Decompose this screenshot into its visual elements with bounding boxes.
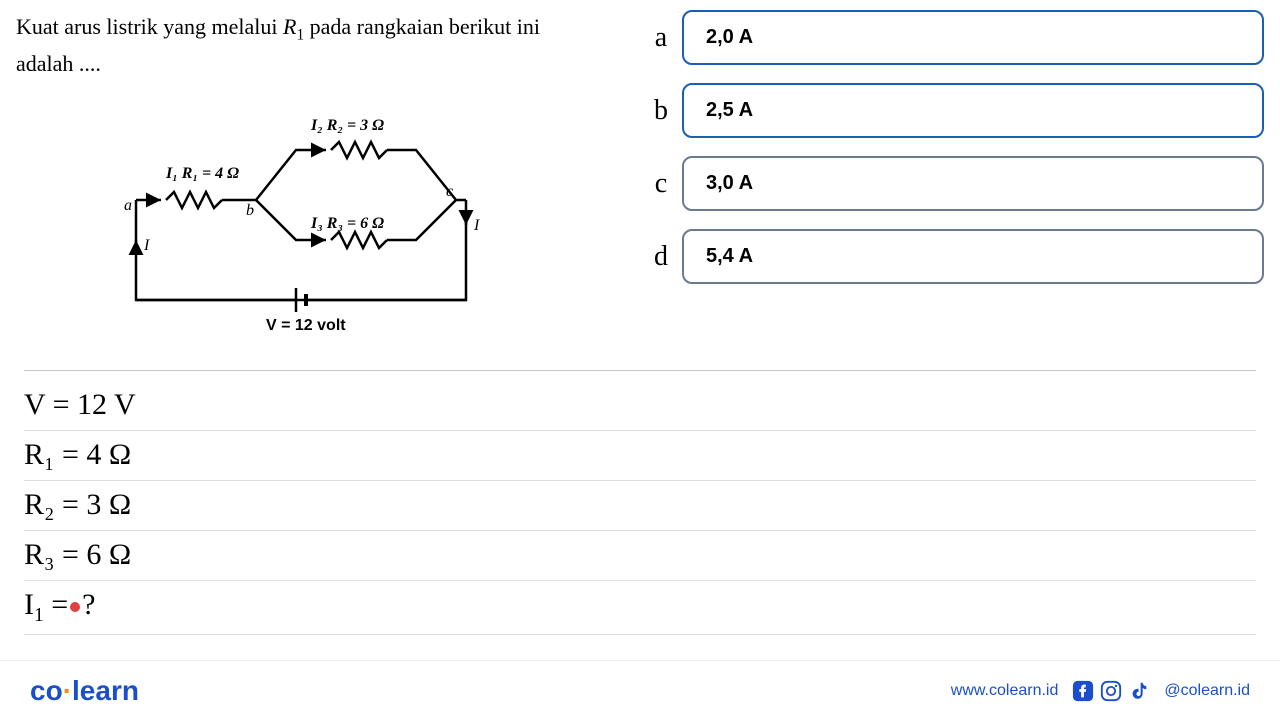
option-box-b[interactable]: 2,5 A [682, 83, 1264, 138]
option-letter-a: a [646, 22, 676, 54]
option-box-a[interactable]: 2,0 A [682, 10, 1264, 65]
social-icons [1072, 680, 1150, 702]
svg-text:I: I [473, 217, 480, 234]
social-handle[interactable]: @colearn.id [1164, 682, 1250, 700]
svg-text:a: a [124, 197, 132, 214]
red-pointer-icon [70, 602, 80, 612]
handwriting-area: V = 12 V R₁ = 4 Ω R₂ = 3 Ω R₃ = 6 Ω I1 =… [0, 381, 1280, 635]
logo-co: co [30, 675, 63, 706]
svg-text:b: b [246, 202, 254, 219]
question-line1-post: pada rangkaian berikut ini [304, 14, 540, 39]
option-letter-c: c [646, 168, 676, 200]
footer: co·learn www.colearn.id @colearn.id [0, 660, 1280, 720]
divider [24, 370, 1256, 371]
svg-text:I₂ R₂ = 3 Ω: I₂ R₂ = 3 Ω [310, 117, 384, 134]
logo: co·learn [30, 675, 139, 707]
option-letter-b: b [646, 95, 676, 127]
hw-line-3: R₂ = 3 Ω [24, 481, 1256, 531]
option-c[interactable]: c 3,0 A [646, 156, 1264, 211]
hw-line-4: R₃ = 6 Ω [24, 531, 1256, 581]
question-line2: adalah .... [16, 51, 101, 76]
options-area: a 2,0 A b 2,5 A c 3,0 A d 5,4 A [636, 10, 1264, 355]
svg-text:V = 12 volt: V = 12 volt [266, 317, 346, 334]
option-b[interactable]: b 2,5 A [646, 83, 1264, 138]
option-d[interactable]: d 5,4 A [646, 229, 1264, 284]
svg-text:I₃ R₃ = 6 Ω: I₃ R₃ = 6 Ω [310, 215, 384, 232]
question-sub: 1 [296, 26, 304, 43]
option-a[interactable]: a 2,0 A [646, 10, 1264, 65]
svg-text:I₁ R₁ = 4 Ω: I₁ R₁ = 4 Ω [165, 165, 239, 182]
question-text: Kuat arus listrik yang melalui R1 pada r… [16, 10, 616, 80]
hw-line-5: I1 =? [24, 581, 1256, 635]
question-area: Kuat arus listrik yang melalui R1 pada r… [16, 10, 636, 355]
circuit-diagram: I₁ R₁ = 4 Ω I₂ R₂ = 3 Ω I₃ R₃ = 6 Ω a b … [16, 100, 616, 355]
tiktok-icon[interactable] [1128, 680, 1150, 702]
question-var: R [283, 14, 296, 39]
svg-text:I: I [143, 237, 150, 254]
hw-line-1: V = 12 V [24, 381, 1256, 431]
svg-text:c: c [446, 183, 453, 200]
instagram-icon[interactable] [1100, 680, 1122, 702]
option-box-c[interactable]: 3,0 A [682, 156, 1264, 211]
option-letter-d: d [646, 241, 676, 273]
option-box-d[interactable]: 5,4 A [682, 229, 1264, 284]
footer-right: www.colearn.id @colearn.id [951, 680, 1250, 702]
website-link[interactable]: www.colearn.id [951, 682, 1059, 700]
hw-line-2: R₁ = 4 Ω [24, 431, 1256, 481]
logo-learn: learn [72, 675, 139, 706]
facebook-icon[interactable] [1072, 680, 1094, 702]
question-line1-pre: Kuat arus listrik yang melalui [16, 14, 283, 39]
logo-dot: · [63, 675, 72, 706]
